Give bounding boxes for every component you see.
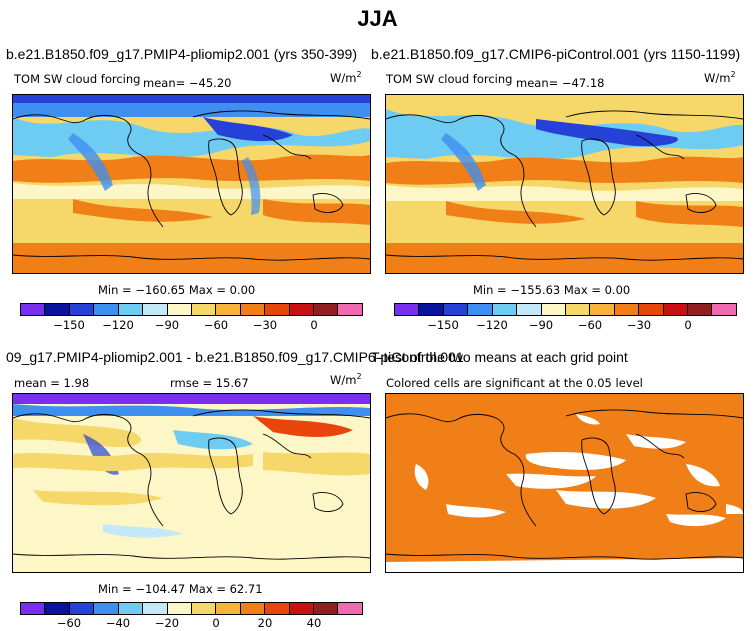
colorbar-swatch (45, 603, 70, 614)
colorbar-swatch (69, 603, 95, 614)
colorbar-swatch (289, 304, 315, 315)
minmax-top-right: Min = −155.63 Max = 0.00 (473, 283, 631, 297)
colorbar-tick: 0 (212, 616, 220, 630)
colorbar-swatch (94, 304, 119, 315)
mean-label-top-right: mean= −47.18 (516, 76, 605, 90)
panel-title-bottom-left: 09_g17.PMIP4-pliomip2.001 - b.e21.B1850.… (6, 349, 464, 365)
colorbar-swatch (289, 603, 315, 614)
colorbar-swatch (191, 603, 217, 614)
colorbar-swatch (419, 304, 444, 315)
map-top-left (12, 94, 371, 274)
colorbar-swatch (338, 304, 362, 315)
main-title: JJA (357, 6, 398, 31)
variable-label-top-left: TOM SW cloud forcing (14, 72, 141, 86)
colorbar-tick: 20 (257, 616, 273, 630)
minmax-bottom-left: Min = −104.47 Max = 62.71 (98, 582, 263, 596)
panel-subtitle-bottom-right: Colored cells are significant at the 0.0… (386, 376, 643, 390)
colorbar-swatch (663, 304, 689, 315)
minmax-top-left: Min = −160.65 Max = 0.00 (98, 283, 256, 297)
colorbar-swatch (443, 304, 469, 315)
colorbar-swatch (265, 603, 290, 614)
colorbar-swatch (314, 304, 339, 315)
colorbar-tick: −40 (105, 616, 131, 630)
colorbar-swatch (143, 603, 168, 614)
colorbar-swatch (191, 304, 217, 315)
map-bottom-left (12, 393, 371, 573)
colorbar-tick: −90 (154, 318, 180, 332)
colorbar-top-right (394, 303, 737, 316)
colorbar-tick: −20 (154, 616, 180, 630)
colorbar-tick: −90 (528, 318, 554, 332)
colorbar-swatch (216, 603, 241, 614)
colorbar-swatch (45, 304, 70, 315)
colorbar-swatch (240, 603, 266, 614)
colorbar-tick: 0 (684, 318, 692, 332)
colorbar-swatch (688, 304, 713, 315)
colorbar-swatch (118, 603, 144, 614)
colorbar-swatch (517, 304, 542, 315)
mean-label-bottom-left: mean = 1.98 (14, 376, 90, 390)
colorbar-swatch (614, 304, 640, 315)
colorbar-swatch (21, 304, 46, 315)
colorbar-tick: 0 (310, 318, 318, 332)
colorbar-swatch (167, 603, 192, 614)
colorbar-tick: −60 (577, 318, 603, 332)
colorbar-top-left (20, 303, 363, 316)
colorbar-tick: −150 (53, 318, 85, 332)
colorbar-swatch (265, 304, 290, 315)
mean-label-top-left: mean= −45.20 (143, 76, 232, 90)
colorbar-swatch (167, 304, 192, 315)
colorbar-swatch (395, 304, 420, 315)
units-top-left: W/m2 (330, 70, 362, 85)
field-top-left (13, 95, 370, 273)
panel-title-top-left: b.e21.B1850.f09_g17.PMIP4-pliomip2.001 (… (6, 46, 357, 62)
panel-title-bottom-right: T-test of the two means at each grid poi… (371, 349, 628, 365)
colorbar-tick: −60 (203, 318, 229, 332)
colorbar-swatch (118, 304, 144, 315)
units-bottom-left: W/m2 (330, 372, 362, 387)
field-top-right (386, 95, 743, 273)
colorbar-swatch (69, 304, 95, 315)
colorbar-tick: −30 (252, 318, 278, 332)
colorbar-swatch (94, 603, 119, 614)
colorbar-swatch (468, 304, 493, 315)
panel-title-top-right: b.e21.B1850.f09_g17.CMIP6-piControl.001 … (371, 46, 741, 62)
colorbar-swatch (338, 603, 362, 614)
map-bottom-right (385, 393, 744, 573)
variable-label-top-right: TOM SW cloud forcing (386, 72, 513, 86)
colorbar-tick: −120 (102, 318, 134, 332)
colorbar-swatch (21, 603, 46, 614)
colorbar-tick: 40 (306, 616, 322, 630)
field-bottom-left (13, 394, 370, 572)
colorbar-swatch (590, 304, 615, 315)
colorbar-swatch (143, 304, 168, 315)
colorbar-swatch (240, 304, 266, 315)
colorbar-swatch (712, 304, 736, 315)
colorbar-tick: −120 (476, 318, 508, 332)
colorbar-swatch (541, 304, 566, 315)
rmse-label-bottom-left: rmse = 15.67 (170, 376, 249, 390)
colorbar-tick: −30 (626, 318, 652, 332)
colorbar-swatch (639, 304, 664, 315)
colorbar-tick: −60 (56, 616, 82, 630)
colorbar-swatch (216, 304, 241, 315)
significance-field (386, 394, 743, 572)
colorbar-swatch (565, 304, 591, 315)
map-top-right (385, 94, 744, 274)
colorbar-swatch (492, 304, 518, 315)
colorbar-swatch (314, 603, 339, 614)
colorbar-bottom-left (20, 602, 363, 615)
units-top-right: W/m2 (704, 70, 736, 85)
colorbar-tick: −150 (427, 318, 459, 332)
